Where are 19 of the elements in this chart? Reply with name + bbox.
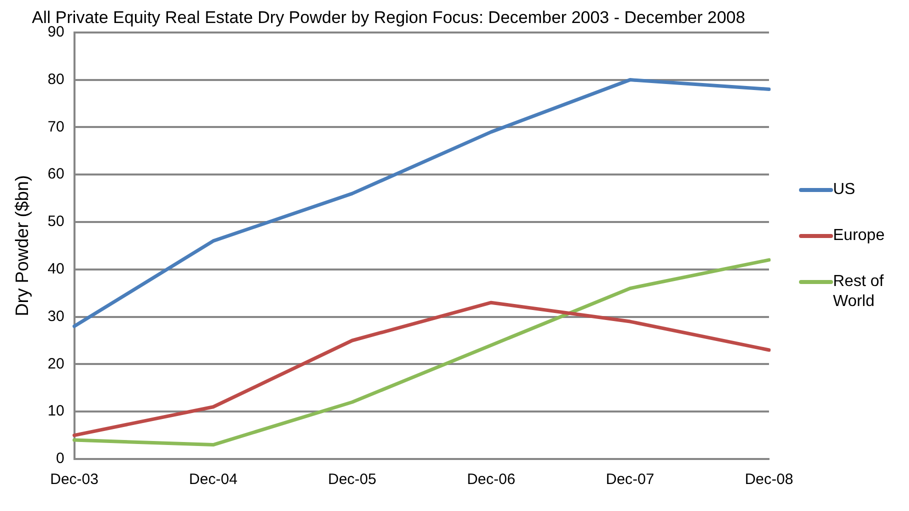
y-axis-title: Dry Powder ($bn)	[12, 175, 32, 316]
y-tick-label: 0	[56, 450, 64, 468]
y-tick-label: 10	[48, 402, 64, 420]
y-tick-label: 70	[48, 118, 64, 136]
x-tick-label: Dec-07	[606, 471, 654, 488]
x-tick-label: Dec-04	[189, 471, 238, 488]
y-tick-label: 50	[48, 213, 64, 230]
y-tick-label: 80	[48, 70, 64, 88]
y-tick-label: 30	[48, 308, 64, 325]
legend-label: Rest of World	[833, 272, 885, 312]
y-tick-label: 40	[48, 260, 64, 278]
legend-label: US	[833, 180, 856, 200]
legend-label: Europe	[833, 226, 886, 246]
x-tick-label: Dec-06	[466, 471, 516, 488]
x-tick-label: Dec-03	[50, 471, 98, 488]
x-tick-label: Dec-05	[328, 471, 376, 488]
y-tick-label: 20	[48, 355, 64, 372]
x-tick-label: Dec-08	[744, 471, 794, 488]
y-tick-label: 60	[48, 166, 64, 183]
